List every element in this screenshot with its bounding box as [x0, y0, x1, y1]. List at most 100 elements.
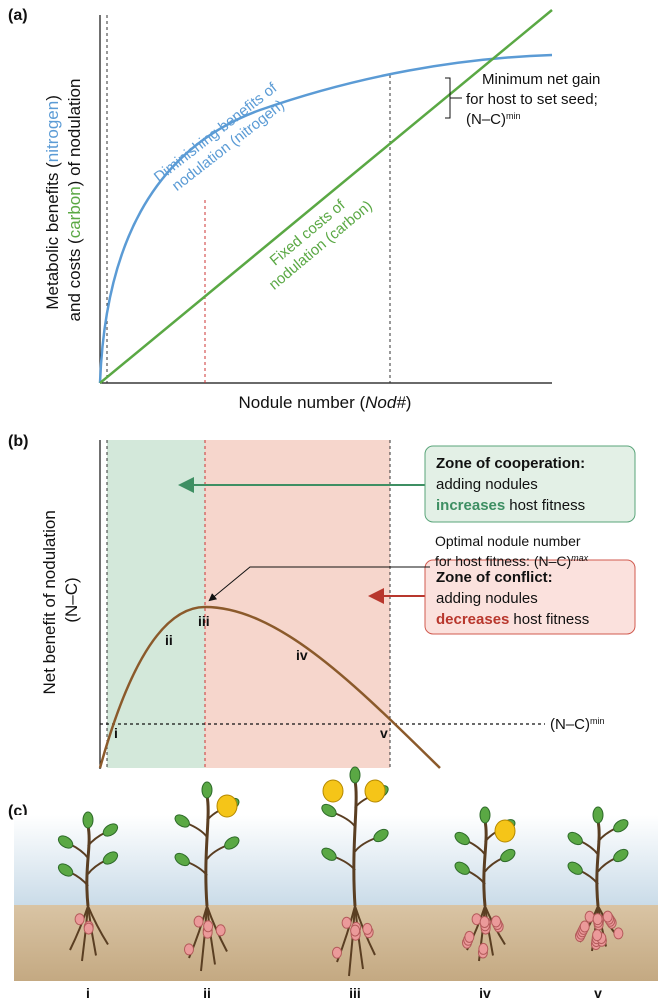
nodule	[341, 916, 352, 929]
y-axis-label: Net benefit of nodulation (N–C)	[40, 505, 81, 694]
box-text: adding nodules	[436, 590, 538, 607]
label-part: Nod#	[365, 393, 406, 412]
point-label: ii	[165, 632, 173, 648]
label-part: carbon	[65, 186, 84, 238]
box-title: Zone of cooperation:	[436, 455, 585, 472]
leaf	[567, 861, 583, 875]
nodule	[203, 920, 214, 933]
conflict-zone	[205, 440, 390, 768]
cooperation-zone	[107, 440, 205, 768]
nodule	[602, 910, 613, 923]
nodule	[479, 916, 490, 929]
panel-label: (a)	[8, 7, 28, 24]
bracket	[445, 77, 462, 119]
stem	[482, 820, 488, 907]
nodule	[362, 922, 373, 935]
nodule	[491, 915, 502, 928]
plants	[57, 766, 629, 977]
dashed-lines	[106, 15, 391, 383]
leaf	[567, 831, 583, 846]
box-text: increases host fitness	[436, 497, 585, 514]
point-label: iii	[198, 613, 210, 629]
leaf	[102, 823, 119, 837]
leaf	[224, 836, 240, 850]
label-part: )	[406, 393, 412, 412]
benefit-curve	[98, 53, 553, 384]
leaf	[57, 835, 74, 849]
nodule	[83, 922, 94, 935]
emphasis: increases	[436, 497, 505, 514]
superscript: min	[506, 111, 521, 121]
box-text-rest: host fitness	[513, 611, 589, 628]
box-text: adding nodules	[436, 476, 538, 493]
leaf	[613, 848, 629, 863]
optimum-label: for host fitness: (N–C)max	[435, 553, 589, 569]
soil	[14, 905, 658, 981]
box-text-rest: host fitness	[509, 497, 585, 514]
nodule	[592, 929, 603, 942]
label-part: nitrogen	[43, 101, 62, 162]
annotation: Minimum net gain for host to set seed; (…	[466, 71, 605, 128]
nodule	[74, 913, 85, 926]
nodule	[215, 924, 226, 937]
leaf	[321, 803, 337, 818]
cost-label: Fixed costs of nodulation (carbon)	[254, 183, 376, 293]
plant-label: iii	[349, 985, 361, 1001]
root	[87, 905, 109, 946]
point-label: iv	[296, 647, 308, 663]
label-line: (N–C)	[62, 577, 81, 622]
y-axis-label: Metabolic benefits (nitrogen) and costs …	[43, 79, 84, 322]
label-part: ) of nodulation	[65, 79, 84, 187]
annotation-line: Minimum net gain	[482, 71, 600, 88]
leaf	[373, 828, 389, 843]
superscript: max	[571, 553, 589, 563]
leaf	[454, 831, 470, 846]
stem	[204, 795, 210, 907]
sky	[14, 815, 658, 907]
optimum-label: Optimal nodule number	[435, 533, 581, 549]
label-part: (N–C)	[550, 716, 590, 733]
stem	[85, 825, 91, 907]
flower	[322, 779, 344, 803]
panel-label: (b)	[8, 433, 28, 450]
plant-label: iv	[479, 985, 491, 1001]
nodule	[193, 915, 204, 928]
leaf	[201, 781, 213, 799]
arrow	[208, 566, 430, 602]
label-part: Metabolic benefits (	[43, 162, 62, 310]
label-line: Net benefit of nodulation	[40, 510, 59, 694]
plant-label: v	[594, 985, 602, 1001]
leaf	[454, 861, 470, 875]
flower	[494, 819, 516, 843]
label-part: Nodule number (	[239, 393, 366, 412]
root	[81, 905, 89, 962]
nodule	[478, 942, 489, 955]
point-label: i	[114, 725, 118, 741]
leaf	[102, 851, 119, 865]
leaf	[321, 847, 337, 861]
label-part: and costs (	[65, 238, 84, 321]
annotation-line: for host to set seed;	[466, 91, 598, 108]
root	[348, 905, 356, 977]
net-benefit-curve	[98, 605, 441, 769]
nodule	[613, 927, 624, 940]
flower	[364, 779, 386, 803]
cooperation-box	[424, 445, 636, 523]
nodule	[579, 920, 590, 933]
leaf	[613, 819, 629, 833]
panel-a-axes	[99, 15, 552, 384]
cost-curve	[99, 9, 553, 384]
nodule	[592, 913, 603, 926]
point-label: v	[380, 725, 388, 741]
nodule	[183, 943, 194, 956]
leaf	[82, 811, 94, 829]
x-axis-label: Nodule number (Nod#)	[239, 393, 412, 412]
box-text: decreases host fitness	[436, 611, 589, 628]
nodule	[331, 946, 342, 959]
threshold-label: (N–C)min	[550, 716, 605, 733]
leaf	[500, 848, 516, 863]
nodule	[350, 924, 361, 937]
dashed-lines	[100, 440, 545, 768]
label-part: for host fitness: (N–C)	[435, 553, 571, 569]
